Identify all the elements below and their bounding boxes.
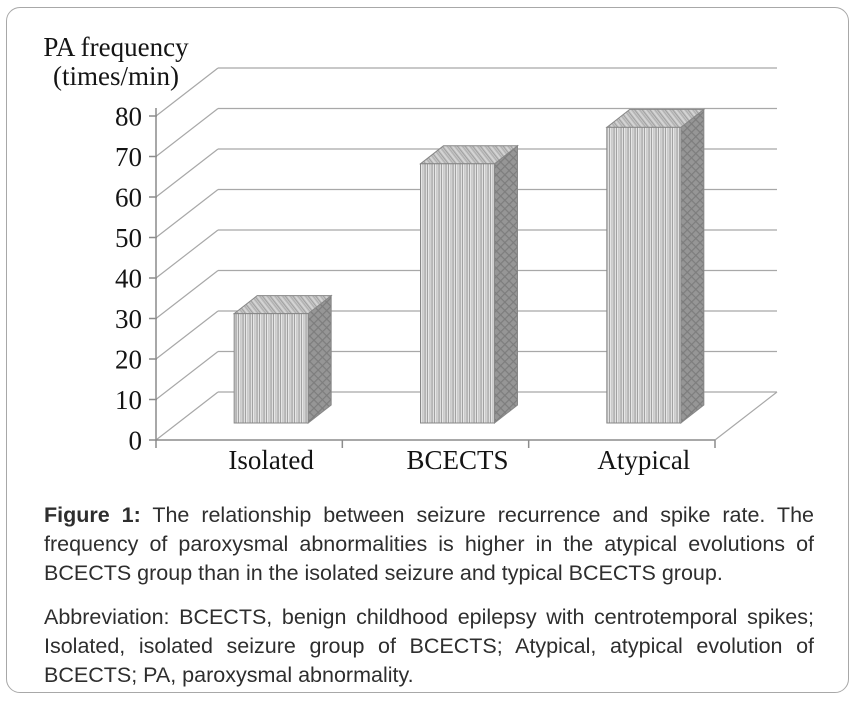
x-category-label: Isolated [228,445,314,475]
figure-abbreviation: Abbreviation: BCECTS, benign childhood e… [44,603,814,690]
y-tick-label: 20 [115,345,142,375]
chart-title-line: (times/min) [53,61,179,91]
figure-caption-text: The relationship between seizure recurre… [44,503,814,585]
bar-bcects-side-face [494,144,518,425]
y-tick-label: 50 [115,223,142,253]
gridline-slant-60 [155,148,219,198]
figure-caption-label: Figure 1: [44,503,141,527]
y-tick-label: 60 [115,183,142,213]
bar-isolated [232,294,333,425]
y-tick-label: 10 [115,385,142,415]
bar-isolated-front-face [233,313,309,424]
figure-abbreviation-text: Abbreviation: BCECTS, benign childhood e… [44,605,814,687]
bar-isolated-side-face [307,294,332,425]
y-tick-label: 30 [115,304,142,334]
y-tick-label: 80 [115,102,142,132]
x-category-label: BCECTS [406,445,508,475]
figure-caption: Figure 1: The relationship between seizu… [44,501,814,588]
bar-bcects [419,144,519,425]
floor-right-edge [714,391,778,441]
bar-bcects-front-face [420,163,495,424]
gridline-slant-30 [155,270,219,319]
gridline-slant-10 [155,351,219,400]
y-tick-label: 70 [115,142,142,172]
gridline-slant-0 [155,391,219,441]
y-tick-label: 0 [129,426,143,456]
bar-chart-canvas: 0 10 20 30 40 50 60 70 80 Isolated BCECTS Atypical P… [43,32,778,475]
gridline-slant-20 [155,310,219,360]
gridline-slant-50 [155,189,219,238]
y-tick-label: 40 [115,264,142,294]
x-category-label: Atypical [597,445,690,475]
gridline-slant-80 [155,67,219,117]
bar-atypical-side-face [680,108,705,425]
chart-title-line: PA frequency [43,32,189,62]
bar-atypical [605,108,706,425]
gridline-slant-40 [155,229,219,279]
gridline-slant-70 [155,108,219,157]
bar-atypical-front-face [606,126,682,424]
